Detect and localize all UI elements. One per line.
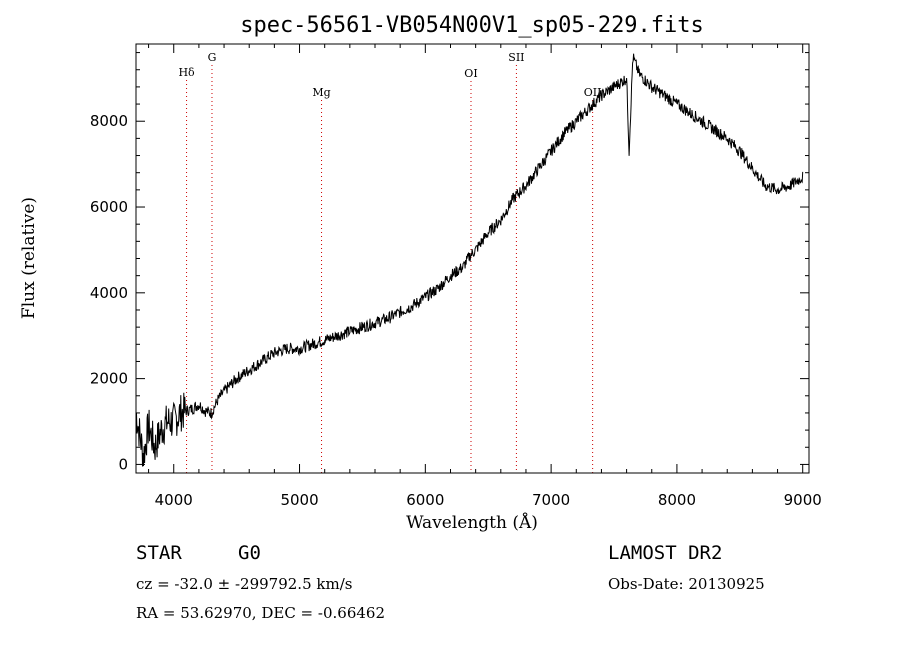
y-tick-label: 2000 [90,370,128,388]
observation-date: Obs-Date: 20130925 [608,575,765,593]
x-tick-label: 8000 [658,491,696,509]
spectral-line-label: OI [464,67,477,80]
coordinates: RA = 53.62970, DEC = -0.66462 [136,604,385,622]
object-class: STAR [136,542,182,564]
spectral-line-label: SII [508,51,524,64]
object-subclass: G0 [238,542,261,564]
plot-frame [135,43,810,474]
x-tick-label: 5000 [280,491,318,509]
y-tick-label: 0 [118,455,128,473]
spectral-line-label: Mg [312,86,330,99]
y-tick-label: 8000 [90,112,128,130]
spectrum-line [135,53,804,467]
y-tick-label: 4000 [90,284,128,302]
y-tick-label: 6000 [90,198,128,216]
axis-ticks: 4000 5000 6000 7000 8000 9000 0 2000 4000 6000 800… [90,44,822,509]
redshift-info: cz = -32.0 ± -299792.5 km/s [136,575,353,593]
spectral-line-label: Hδ [178,66,195,79]
x-axis-label: Wavelength (Å) [406,512,538,533]
survey-name: LAMOST DR2 [608,542,723,564]
x-tick-label: 4000 [155,491,193,509]
x-tick-label: 7000 [532,491,570,509]
x-tick-label: 6000 [406,491,444,509]
x-tick-label: 9000 [784,491,822,509]
chart-title: spec-56561-VB054N00V1_sp05-229.fits [240,13,704,38]
y-axis-label: Flux (relative) [19,197,39,319]
spectral-line-label: G [208,51,217,64]
